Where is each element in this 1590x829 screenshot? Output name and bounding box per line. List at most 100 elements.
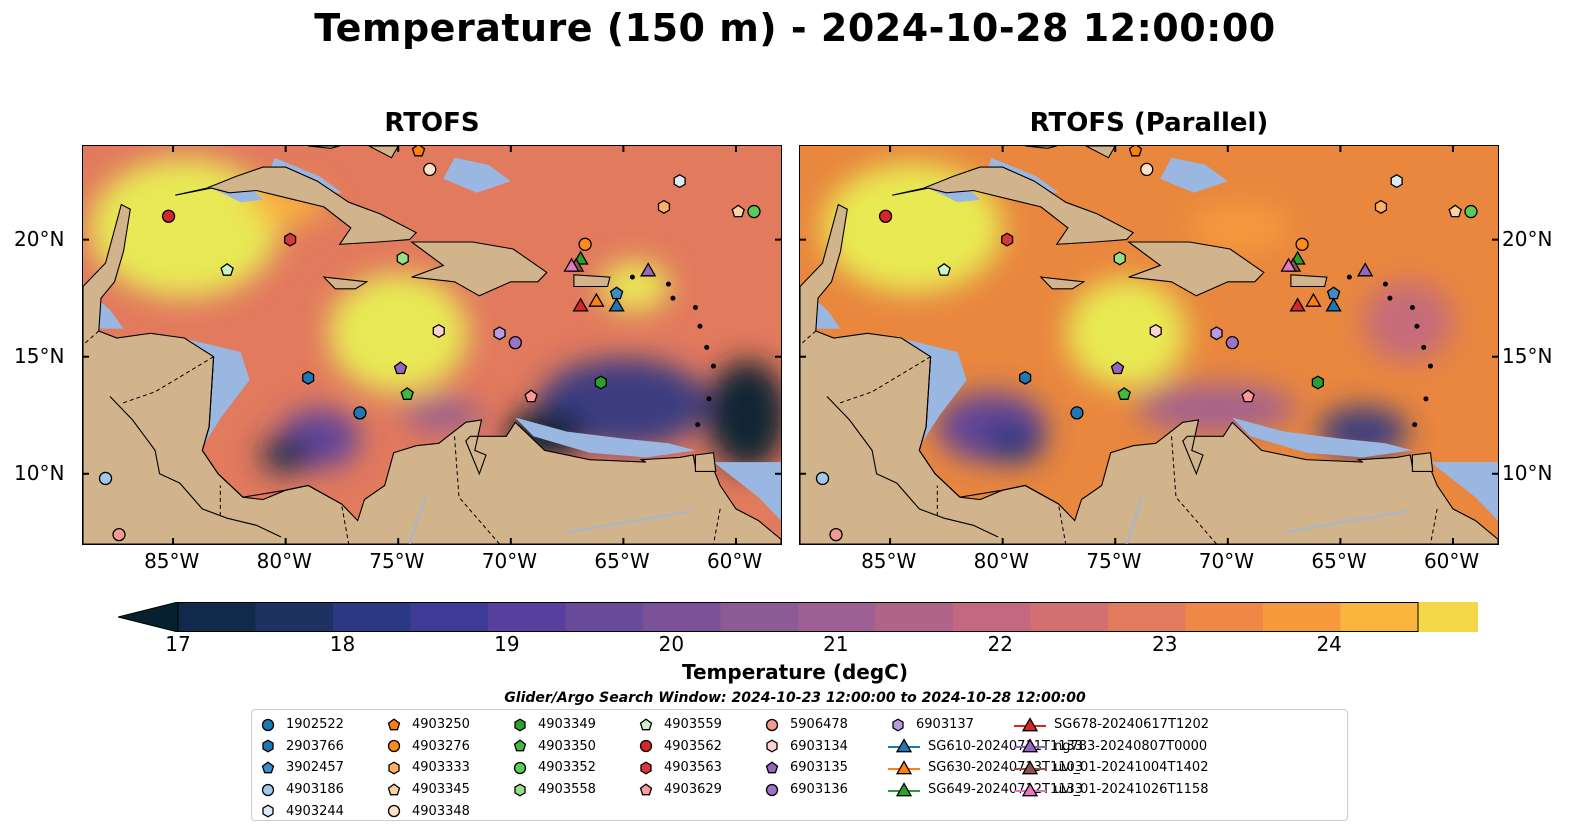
colorbar-band <box>798 602 877 632</box>
lon-tick-label: 60°W <box>706 549 763 573</box>
platform-marker-4903348 <box>1140 162 1154 177</box>
colorbar-band <box>1030 602 1109 632</box>
platform-marker-4903563 <box>640 761 652 775</box>
river <box>566 510 692 534</box>
platform-marker-4903350 <box>1117 387 1131 400</box>
legend-label: 1902522 <box>286 717 344 733</box>
colorbar-band <box>643 602 722 632</box>
border-line <box>838 356 931 404</box>
legend-label: 4903558 <box>538 782 596 798</box>
platform-marker-4903186 <box>815 471 830 486</box>
border-line <box>1058 506 1067 544</box>
legend-label: SG678-20240617T1202 <box>1054 717 1210 733</box>
platform-marker-4903558 <box>1113 251 1126 266</box>
legend-marker-hexagon-icon <box>262 804 274 818</box>
platform-marker-1902522 <box>261 718 275 731</box>
platform-marker-4903558 <box>396 251 409 266</box>
platform-marker-ng783-20240807T0000 <box>1356 262 1374 277</box>
colorbar-tick-label: 17 <box>165 632 191 656</box>
legend-marker-hexagon-icon <box>262 739 274 753</box>
platform-marker-4903345 <box>387 782 401 795</box>
land <box>1085 146 1116 159</box>
legend-marker-pentagon-icon <box>513 739 527 752</box>
legend-marker-pentagon-icon <box>261 761 275 774</box>
platform-marker-4903276 <box>1295 237 1309 251</box>
colorbar <box>117 601 1497 633</box>
legend-marker-pentagon-icon <box>387 782 401 795</box>
legend-marker-hexagon-icon <box>514 783 526 797</box>
platform-marker-4903276 <box>578 237 592 251</box>
legend-label: SG630-20240713T1103 <box>928 760 1084 776</box>
platform-marker-SG630-20240713T1103 <box>1305 292 1322 307</box>
legend-item: SG630-20240713T1103 <box>888 757 1083 779</box>
legend-marker-hexagon-icon <box>892 718 904 732</box>
colorbar-tick-label: 22 <box>987 632 1014 656</box>
platform-marker-4903558 <box>514 783 526 797</box>
platform-marker-4903562 <box>161 209 176 223</box>
platform-marker-uvi_01-20241026T1158 <box>1021 781 1039 796</box>
platform-marker-4903563 <box>284 232 297 247</box>
colorbar-band <box>1185 602 1264 632</box>
lat-tick-label: 15°N <box>1502 343 1553 368</box>
platform-marker-4903244 <box>673 174 686 189</box>
platform-marker-2903766 <box>302 370 315 385</box>
lat-tick-label: 20°N <box>1502 226 1553 251</box>
lesser-antilles <box>1346 274 1433 428</box>
legend-marker-circle-icon <box>513 761 527 775</box>
platform-marker-5906478 <box>829 527 843 542</box>
platform-marker-uvi_01-20241026T1158 <box>563 257 580 272</box>
lat-tick-label: 15°N <box>14 343 65 368</box>
lon-tick-label: 80°W <box>256 549 312 573</box>
legend-label: 4903349 <box>538 717 596 733</box>
platform-marker-4903276 <box>387 740 401 753</box>
legend-marker-hexagon-icon <box>388 761 400 775</box>
colorbar-band <box>1340 602 1419 632</box>
platform-marker-4903349 <box>594 375 607 390</box>
colorbar-tick-label: 19 <box>494 632 520 656</box>
platform-marker-6903134 <box>1149 323 1162 339</box>
lat-tick-label: 10°N <box>14 460 65 485</box>
land <box>573 274 611 288</box>
legend-item: 6903135 <box>762 757 848 779</box>
platform-marker-6903134 <box>432 323 445 339</box>
legend-item: 4903559 <box>636 714 722 736</box>
platform-marker-4903562 <box>639 740 653 753</box>
panel-rtofs: RTOFS <box>82 105 782 545</box>
land <box>1411 452 1434 472</box>
colorbar-tick-label: 18 <box>329 632 356 656</box>
legend-item: 4903350 <box>510 736 596 758</box>
platform-marker-SG678-20240617T1202 <box>1289 297 1306 312</box>
legend-item: ng783-20240807T0000 <box>1014 736 1209 758</box>
legend-item: SG610-20240711T1133 <box>888 736 1083 758</box>
platform-marker-4903349 <box>514 718 526 732</box>
river <box>408 496 426 544</box>
legend-marker-triangle-icon <box>888 738 920 753</box>
platform-marker-6903136 <box>765 783 779 796</box>
platform-marker-6903137 <box>493 326 506 341</box>
border-line <box>800 330 817 346</box>
legend-label: 4903348 <box>412 803 470 819</box>
panel-title: RTOFS (Parallel) <box>1029 108 1269 138</box>
land <box>410 241 548 297</box>
platform-marker-4903345 <box>731 204 745 218</box>
legend-marker-triangle-icon <box>1014 716 1046 732</box>
platform-marker-6903135 <box>393 361 408 375</box>
land <box>800 203 1498 544</box>
legend-column: 1902522 2903766 3902457 4903186 4903244 <box>258 714 344 822</box>
legend-item: 4903629 <box>636 779 722 801</box>
shallow-shelf <box>1160 157 1228 193</box>
legend-marker-hexagon-icon <box>766 739 778 753</box>
legend-label: 4903563 <box>664 760 722 776</box>
legend-column: SG678-20240617T1202 ng783-20240807T0000 uv… <box>1014 714 1209 800</box>
legend-label: 6903135 <box>790 760 848 776</box>
legend-column: 4903349 4903350 4903352 4903558 <box>510 714 596 800</box>
legend-column: 4903559 4903562 4903563 4903629 <box>636 714 722 800</box>
legend-item: 4903345 <box>384 779 470 801</box>
platform-marker-5906478 <box>112 527 126 542</box>
platform-marker-4903186 <box>98 471 113 486</box>
lon-tick-label: 80°W <box>973 549 1029 573</box>
platform-marker-4903629 <box>1241 389 1255 403</box>
platform-marker-SG678-20240617T1202 <box>572 297 589 312</box>
coastline <box>109 396 282 538</box>
shallow-shelf <box>1430 462 1498 521</box>
